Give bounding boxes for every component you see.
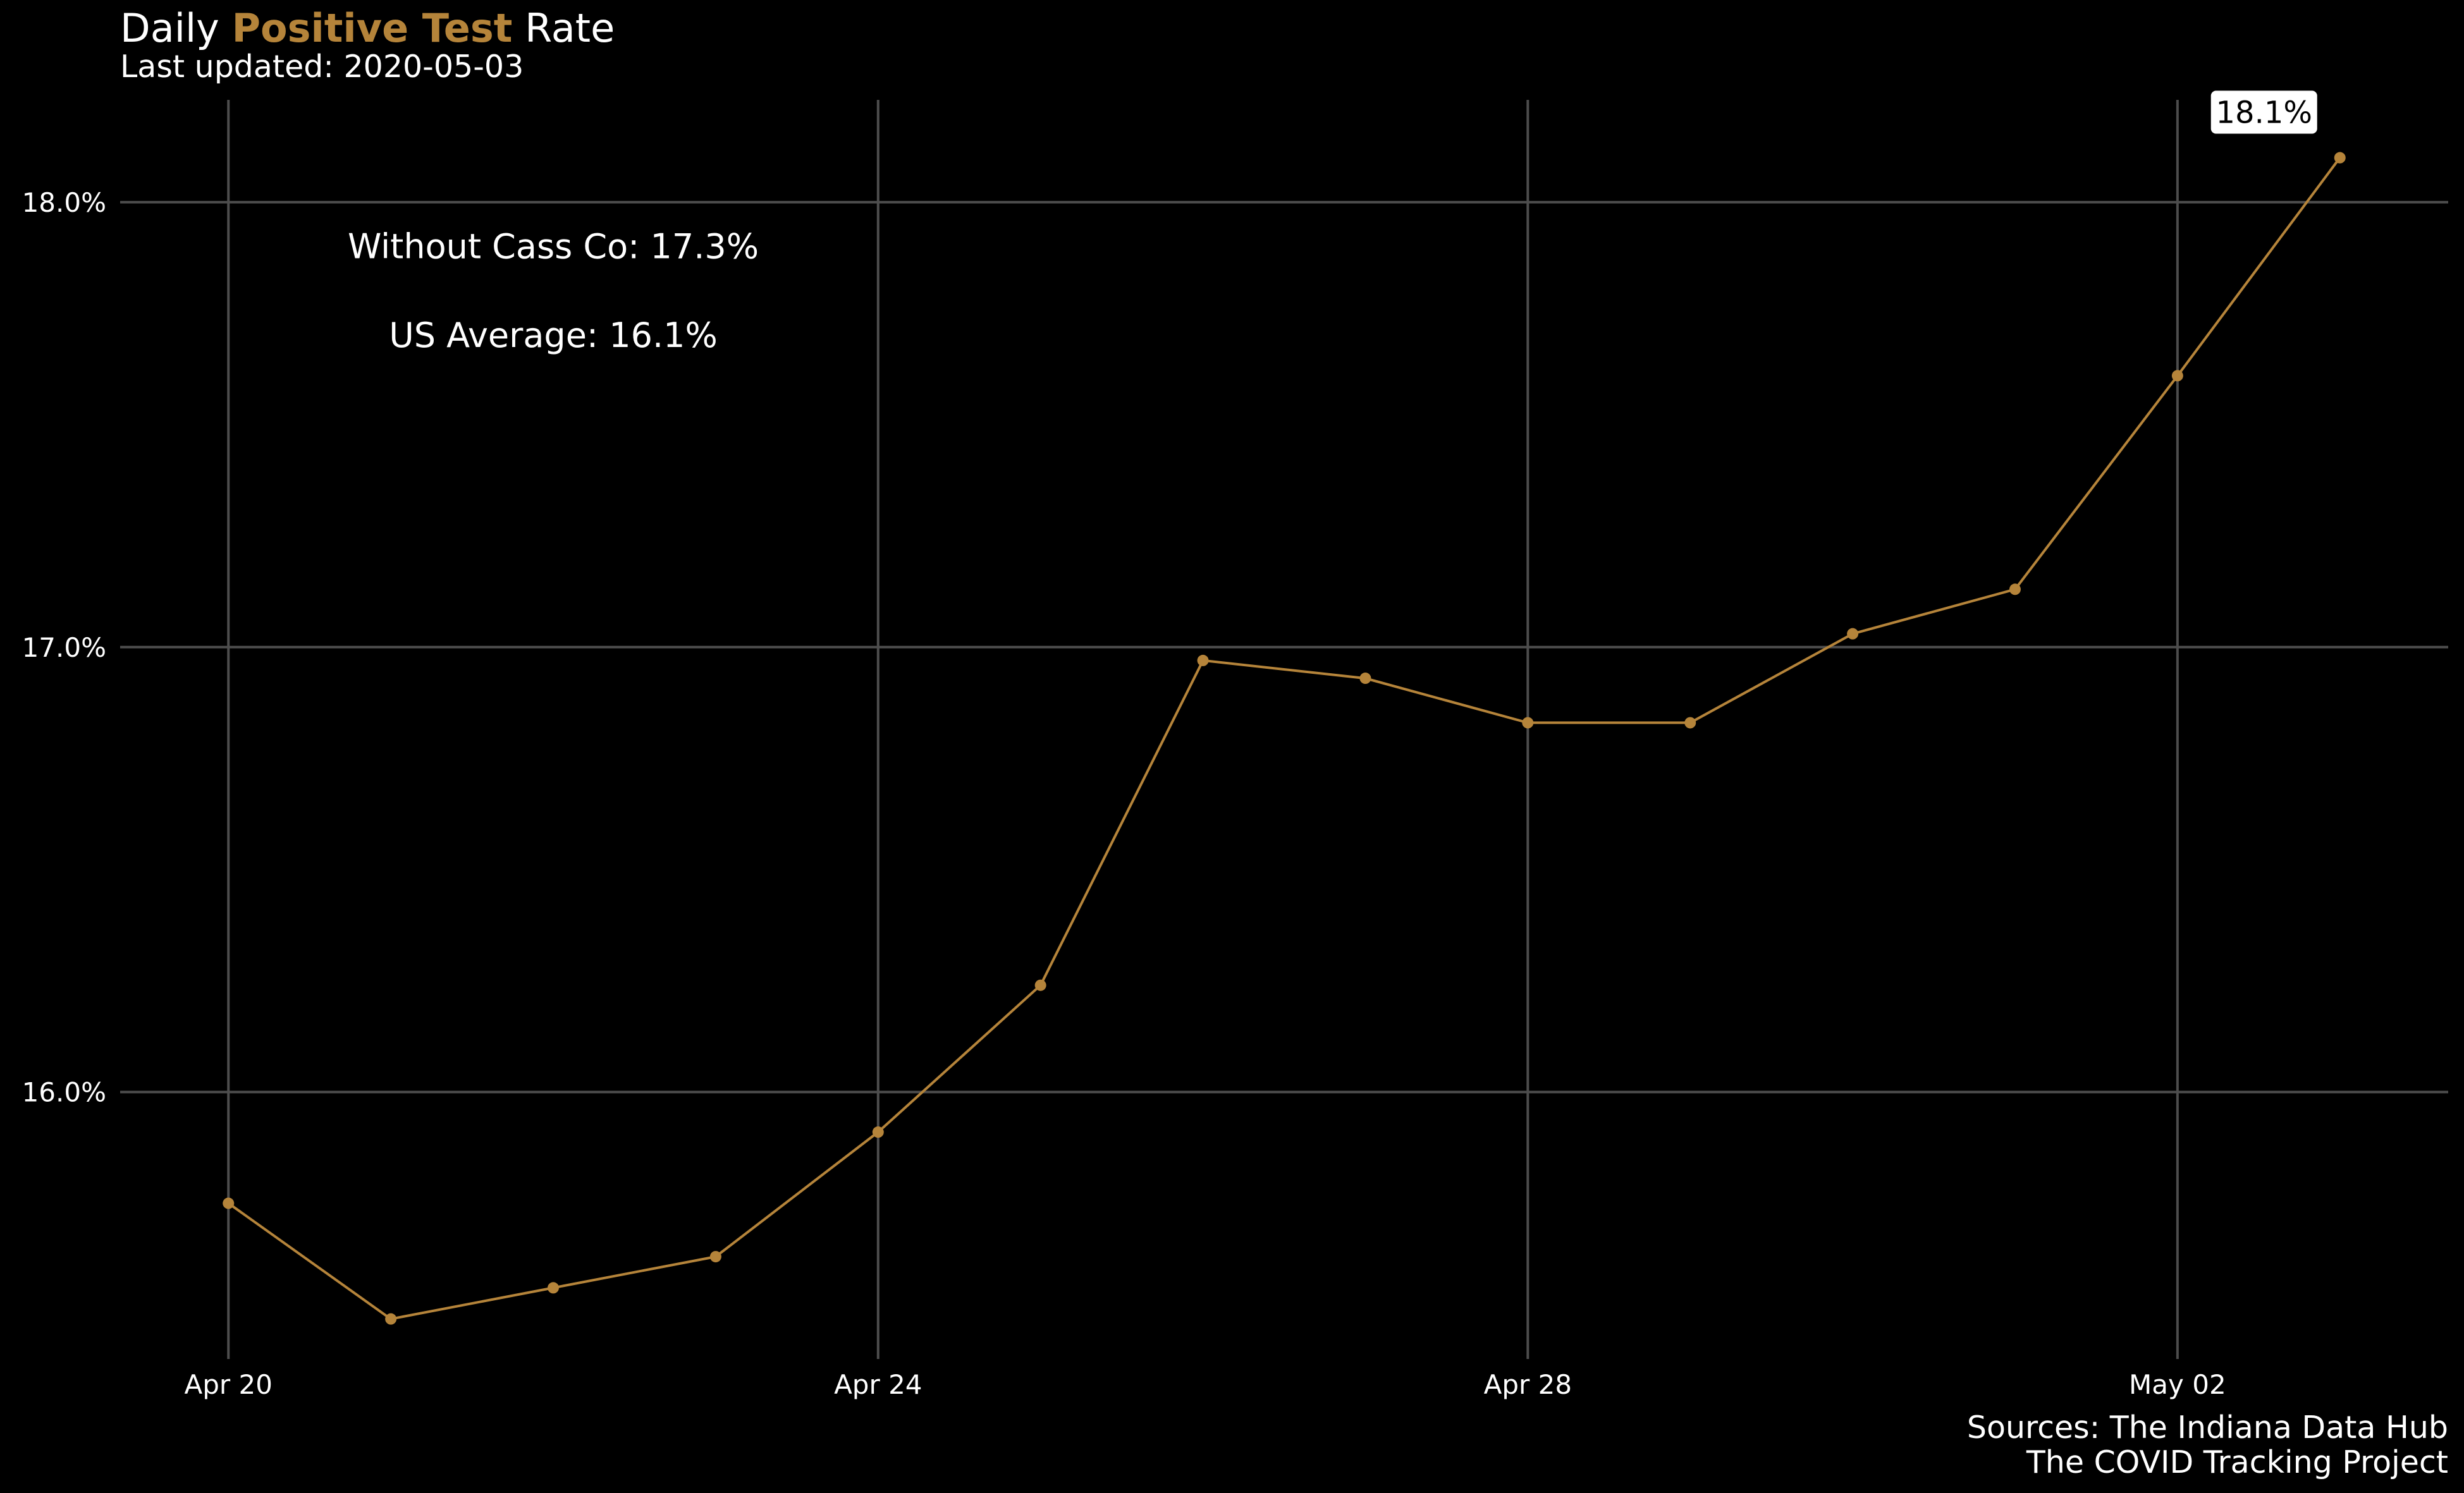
chart-title: Daily Positive Test Rate (120, 5, 615, 51)
caption-line-2: The COVID Tracking Project (2026, 1444, 2448, 1480)
data-point (1034, 979, 1046, 991)
chart-subtitle: Last updated: 2020-05-03 (120, 49, 524, 85)
data-point (1847, 628, 1859, 640)
last-value-label-box (2210, 90, 2317, 134)
data-point (1684, 717, 1696, 729)
data-point (1197, 654, 1209, 666)
y-axis: 16.0% 17.0% 18.0% (22, 187, 106, 1108)
data-point (385, 1313, 397, 1325)
last-value-label-group: 18.1% (2210, 90, 2317, 134)
data-point (223, 1197, 235, 1209)
data-point (2009, 583, 2021, 595)
annotation-text: US Average: 16.1% (389, 315, 718, 355)
grid-layer (120, 100, 2448, 1359)
x-axis: Apr 20 Apr 24 Apr 28 May 02 (185, 1369, 2226, 1400)
last-value-label: 18.1% (2216, 95, 2312, 131)
data-series (223, 152, 2346, 1325)
data-point (1522, 717, 1534, 729)
y-tick-label: 16.0% (22, 1077, 106, 1108)
chart-title-suffix: Rate (512, 5, 615, 51)
data-point (548, 1282, 560, 1294)
data-point (872, 1126, 884, 1138)
data-point (709, 1251, 721, 1263)
annotations: Without Cass Co: 17.3% US Average: 16.1% (348, 226, 759, 355)
chart-title-prefix: Daily (120, 5, 232, 51)
x-tick-label: Apr 24 (834, 1369, 922, 1400)
chart-title-highlight: Positive Test (232, 5, 513, 51)
data-point (2334, 152, 2346, 164)
x-tick-label: Apr 28 (1484, 1369, 1572, 1400)
y-tick-label: 18.0% (22, 187, 106, 218)
series-line (228, 157, 2341, 1320)
y-tick-label: 17.0% (22, 632, 106, 663)
annotation-text: Without Cass Co: 17.3% (348, 226, 759, 266)
data-point (1359, 673, 1371, 685)
caption-line-1: Sources: The Indiana Data Hub (1967, 1410, 2448, 1446)
x-tick-label: May 02 (2129, 1369, 2226, 1400)
x-tick-label: Apr 20 (185, 1369, 273, 1400)
data-point (2171, 370, 2183, 382)
